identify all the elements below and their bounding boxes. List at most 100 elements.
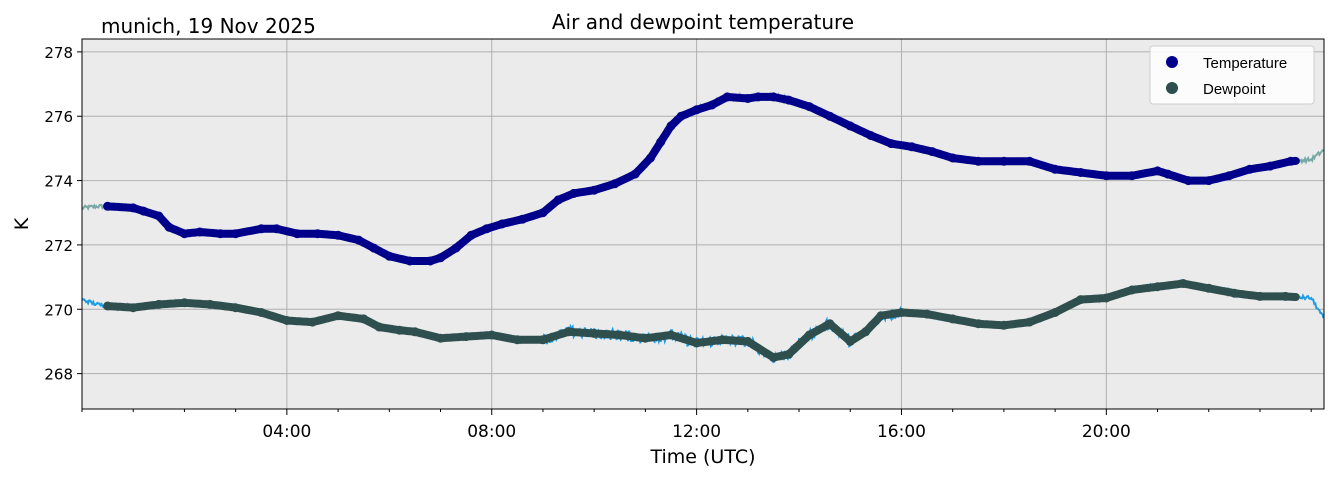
data-point-temperature bbox=[768, 92, 778, 102]
data-point-dewpoint bbox=[1178, 279, 1188, 288]
plot-area bbox=[81, 38, 1325, 410]
data-point-dewpoint bbox=[615, 330, 625, 340]
data-point-temperature bbox=[1204, 176, 1214, 186]
y-tick-label: 268 bbox=[44, 366, 73, 384]
data-point-dewpoint bbox=[512, 335, 522, 345]
data-point-temperature bbox=[656, 137, 666, 147]
data-point-dewpoint bbox=[308, 317, 317, 327]
data-point-dewpoint bbox=[948, 314, 958, 324]
y-tick-label: 276 bbox=[44, 108, 73, 126]
data-point-temperature bbox=[569, 188, 579, 198]
data-point-dewpoint bbox=[717, 335, 727, 345]
data-point-dewpoint bbox=[487, 330, 497, 340]
data-point-dewpoint bbox=[640, 333, 650, 343]
data-point-dewpoint bbox=[897, 308, 906, 317]
data-point-dewpoint bbox=[1204, 283, 1214, 293]
data-point-temperature bbox=[231, 229, 241, 239]
data-point-temperature bbox=[1076, 168, 1086, 177]
data-point-dewpoint bbox=[973, 319, 983, 329]
data-point-dewpoint bbox=[374, 322, 384, 332]
data-point-temperature bbox=[1153, 166, 1162, 176]
data-point-temperature bbox=[1224, 171, 1234, 181]
data-point-temperature bbox=[354, 235, 364, 245]
data-point-temperature bbox=[1101, 171, 1111, 181]
data-point-temperature bbox=[999, 156, 1009, 166]
data-point-temperature bbox=[466, 230, 476, 240]
data-point-temperature bbox=[128, 203, 138, 213]
y-tick-label: 278 bbox=[44, 44, 73, 62]
x-tick-label: 04:00 bbox=[262, 422, 311, 442]
data-point-temperature bbox=[292, 229, 302, 239]
data-point-dewpoint bbox=[876, 311, 886, 321]
legend-box bbox=[1149, 45, 1315, 105]
data-point-dewpoint bbox=[768, 353, 778, 362]
data-point-dewpoint bbox=[359, 314, 369, 324]
data-point-dewpoint bbox=[1229, 288, 1239, 298]
data-point-dewpoint bbox=[804, 330, 814, 340]
data-point-dewpoint bbox=[743, 336, 753, 346]
data-point-temperature bbox=[1183, 176, 1193, 186]
data-point-dewpoint bbox=[1076, 295, 1086, 305]
legend-marker-temperature bbox=[1166, 56, 1178, 68]
data-point-dewpoint bbox=[692, 338, 702, 348]
data-point-temperature bbox=[518, 214, 527, 224]
data-point-temperature bbox=[610, 179, 620, 189]
data-point-temperature bbox=[707, 100, 717, 110]
data-point-temperature bbox=[886, 139, 896, 149]
data-point-dewpoint bbox=[564, 327, 574, 337]
series-line-temperature bbox=[103, 92, 1300, 265]
data-point-dewpoint bbox=[999, 320, 1009, 330]
data-point-temperature bbox=[497, 219, 507, 229]
data-point-dewpoint bbox=[1050, 308, 1060, 317]
data-point-dewpoint bbox=[128, 303, 138, 313]
data-point-temperature bbox=[845, 121, 855, 131]
data-point-temperature bbox=[164, 222, 174, 232]
data-point-temperature bbox=[1286, 156, 1296, 166]
data-point-dewpoint bbox=[589, 328, 599, 338]
data-point-dewpoint bbox=[538, 335, 548, 345]
data-point-temperature bbox=[139, 206, 148, 216]
data-point-temperature bbox=[1025, 156, 1034, 166]
data-point-temperature bbox=[256, 224, 266, 234]
data-point-dewpoint bbox=[103, 301, 113, 311]
legend: Temperature Dewpoint bbox=[1149, 45, 1315, 105]
data-point-dewpoint bbox=[845, 336, 855, 346]
data-point-temperature bbox=[405, 256, 415, 266]
y-axis-label: K bbox=[11, 217, 33, 230]
data-point-temperature bbox=[1265, 161, 1275, 171]
data-point-temperature bbox=[384, 251, 394, 261]
data-point-dewpoint bbox=[436, 333, 445, 343]
data-point-temperature bbox=[436, 253, 445, 263]
data-point-temperature bbox=[948, 153, 958, 163]
y-tick-label: 272 bbox=[44, 237, 73, 255]
data-point-temperature bbox=[589, 185, 599, 195]
data-point-temperature bbox=[1050, 164, 1060, 174]
plot-frame bbox=[81, 38, 1325, 410]
legend-label-temperature: Temperature bbox=[1203, 55, 1287, 72]
chart-title: Air and dewpoint temperature bbox=[552, 10, 854, 34]
data-point-temperature bbox=[1163, 169, 1173, 179]
data-point-temperature bbox=[1127, 171, 1137, 181]
data-point-dewpoint bbox=[179, 298, 189, 308]
data-point-dewpoint bbox=[1101, 293, 1111, 303]
data-point-temperature bbox=[1245, 164, 1255, 174]
data-point-temperature bbox=[825, 111, 835, 121]
data-point-dewpoint bbox=[666, 330, 676, 340]
grid bbox=[82, 39, 1324, 409]
data-point-dewpoint bbox=[1127, 285, 1137, 295]
data-point-temperature bbox=[179, 229, 189, 239]
data-point-temperature bbox=[154, 211, 164, 221]
data-point-temperature bbox=[272, 224, 282, 234]
data-point-dewpoint bbox=[1255, 291, 1265, 301]
data-point-temperature bbox=[753, 92, 763, 102]
data-point-temperature bbox=[538, 208, 548, 218]
data-point-temperature bbox=[646, 153, 655, 163]
data-point-temperature bbox=[630, 169, 640, 179]
data-point-temperature bbox=[676, 111, 686, 121]
data-point-temperature bbox=[973, 156, 983, 166]
legend-label-dewpoint: Dewpoint bbox=[1203, 81, 1266, 98]
data-point-dewpoint bbox=[154, 299, 164, 309]
data-point-dewpoint bbox=[205, 299, 215, 309]
data-point-temperature bbox=[784, 95, 794, 105]
data-point-temperature bbox=[743, 94, 753, 103]
